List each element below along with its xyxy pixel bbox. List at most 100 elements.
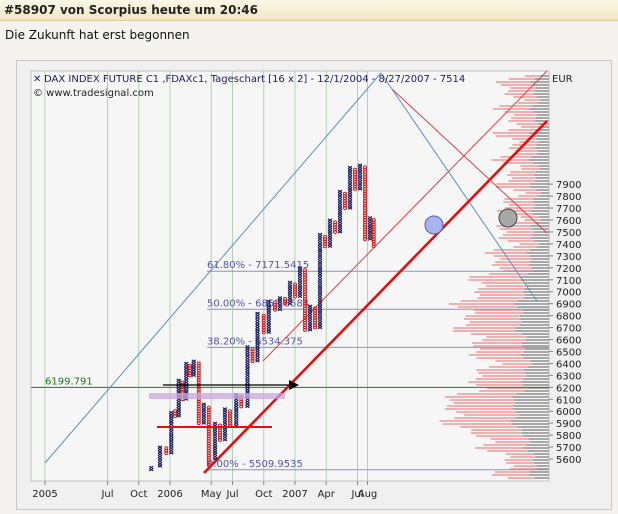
pnf-x-mark [367, 218, 373, 222]
volume-bar-red [475, 378, 524, 380]
pnf-x-mark [266, 306, 272, 311]
volume-bar-gray [535, 147, 549, 149]
pnf-o-mark [363, 186, 367, 191]
volume-bar-gray [534, 204, 549, 206]
pnf-x-mark [222, 428, 228, 432]
pnf-o-mark [196, 413, 201, 418]
pnf-x-mark [287, 292, 293, 296]
pnf-x-mark [176, 380, 182, 385]
pnf-o-mark [196, 368, 201, 373]
pnf-x-mark [201, 419, 207, 423]
volume-bar-gray [530, 135, 549, 137]
volume-bar-gray [526, 252, 549, 254]
volume-bar-gray [519, 414, 549, 416]
fib-label: 61.80% - 7171.5415 [207, 260, 309, 271]
fib-label: 0.00% - 5509.9535 [207, 459, 303, 470]
pnf-x-mark [191, 361, 197, 366]
pnf-x-mark [212, 450, 218, 454]
x-tick-label: Jul [100, 489, 113, 500]
volume-bar-red [505, 207, 534, 209]
pnf-x-mark [245, 366, 250, 370]
pnf-o-mark [283, 301, 287, 306]
chart-title: DAX INDEX FUTURE C1 ,FDAXc1, Tageschart … [44, 74, 465, 85]
y-tick-label: 6500 [556, 347, 581, 358]
pnf-o-mark [353, 182, 357, 187]
pnf-x-column [168, 410, 174, 455]
volume-bar-gray [523, 384, 549, 386]
pnf-o-mark [261, 327, 266, 332]
pnf-o-mark [323, 234, 327, 239]
pnf-x-mark [287, 285, 293, 289]
volume-bar-gray [538, 141, 549, 143]
pnf-x-mark [255, 333, 260, 337]
pnf-x-mark [307, 328, 313, 332]
pnf-x-mark [277, 298, 283, 302]
volume-bar-red [442, 423, 512, 425]
pnf-o-mark [196, 385, 201, 390]
pnf-x-mark [201, 411, 207, 416]
pnf-x-mark [245, 349, 250, 354]
volume-bar-red [498, 237, 532, 239]
volume-bar-gray [528, 438, 549, 440]
pnf-o-column [261, 313, 266, 335]
pnf-x-mark [327, 230, 333, 234]
pnf-x-mark [287, 287, 293, 291]
pnf-o-mark [363, 174, 367, 179]
pnf-o-mark [303, 325, 307, 330]
pnf-x-mark [357, 172, 363, 177]
pnf-o-mark [303, 282, 307, 287]
pnf-x-mark [266, 323, 272, 327]
pnf-x-mark [337, 230, 343, 234]
volume-bar-gray [523, 312, 549, 314]
pnf-o-mark [206, 405, 211, 410]
pnf-o-mark [196, 404, 201, 409]
pnf-x-mark [201, 409, 207, 413]
pnf-o-mark [313, 308, 317, 313]
volume-bar-gray [527, 450, 549, 452]
pnf-x-mark [191, 368, 197, 373]
pnf-o-mark [371, 225, 376, 230]
pnf-x-mark [157, 464, 163, 468]
pnf-x-mark [183, 388, 189, 392]
pnf-x-mark [367, 237, 373, 241]
volume-bar-gray [524, 297, 549, 299]
volume-bar-red [518, 195, 539, 197]
pnf-x-mark [277, 296, 283, 300]
volume-bar-red [452, 330, 516, 332]
pnf-x-mark [327, 235, 333, 239]
pnf-x-mark [176, 414, 182, 418]
pnf-x-mark [297, 280, 303, 284]
pnf-x-mark [266, 311, 272, 315]
pnf-o-mark [206, 446, 211, 451]
volume-bar-red [444, 408, 513, 410]
volume-bar-red [468, 279, 521, 281]
pnf-o-mark [303, 299, 307, 304]
pnf-x-column [245, 344, 250, 409]
volume-bar-gray [518, 300, 549, 302]
volume-bar-red [524, 99, 541, 101]
volume-bar-red [509, 468, 536, 470]
pnf-o-mark [196, 418, 201, 423]
volume-bar-red [481, 282, 526, 284]
pnf-o-mark [343, 206, 347, 211]
pnf-x-mark [222, 407, 228, 411]
y-tick-label: 6200 [556, 383, 581, 394]
pnf-x-mark [317, 239, 323, 244]
pnf-x-mark [347, 165, 353, 170]
pnf-x-mark [168, 413, 174, 417]
volume-bar-red [470, 333, 522, 335]
volume-bar-gray [515, 327, 549, 329]
volume-bar-gray [534, 129, 549, 131]
pnf-x-mark [347, 175, 353, 179]
pnf-x-mark [337, 213, 343, 217]
pnf-x-mark [317, 244, 323, 248]
volume-bar-gray [540, 219, 549, 221]
pnf-x-mark [297, 268, 303, 272]
volume-bar-red [510, 456, 536, 458]
pnf-x-mark [222, 435, 228, 440]
pnf-x-mark [212, 440, 218, 444]
volume-bar-red [487, 450, 528, 452]
volume-bar-gray [529, 249, 549, 251]
pnf-o-mark [313, 320, 317, 325]
pnf-x-mark [245, 352, 250, 356]
